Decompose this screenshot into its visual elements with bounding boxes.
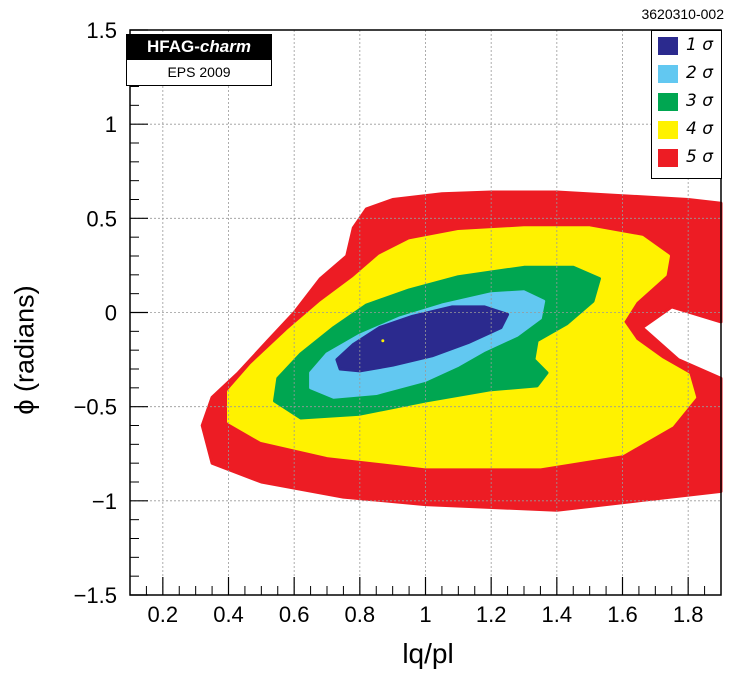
plot-frame [129, 29, 722, 596]
legend-label: 2 σ [686, 63, 713, 83]
y-tick-label: 0.5 [86, 206, 117, 231]
contour-sigma1 [335, 305, 510, 373]
legend-entry: 5 σ [658, 147, 720, 167]
badge-title: HFAG-charm [127, 35, 271, 60]
badge-subtitle: EPS 2009 [167, 64, 231, 80]
badge-title-main: HFAG- [147, 37, 200, 56]
y-tick-label: 1.5 [86, 18, 117, 43]
x-tick-label: 1.8 [673, 602, 704, 627]
legend-entry: 1 σ [658, 35, 720, 55]
x-tick-label: 0.4 [213, 602, 244, 627]
tick-labels: 0.2 0.4 0.6 0.8 1 1.2 1.4 1.6 1.8 1.5 1 0.5 0 −0.5 −1 −… [74, 18, 704, 627]
grid-lines [130, 30, 721, 595]
legend-swatch [658, 121, 678, 139]
y-tick-label: 0 [105, 301, 117, 326]
x-tick-label: 0.2 [148, 602, 179, 627]
legend-swatch [658, 37, 678, 55]
best-fit-point [381, 339, 385, 343]
x-tick-label: 1.2 [476, 602, 507, 627]
x-tick-label: 1.4 [542, 602, 573, 627]
x-tick-label: 1 [419, 602, 431, 627]
y-axis-label: ϕ (radians) [10, 250, 40, 450]
legend-label: 1 σ [686, 35, 713, 55]
figure-id: 3620310-002 [641, 6, 724, 22]
y-tick-label: 1 [105, 112, 117, 137]
legend-entry: 3 σ [658, 91, 720, 111]
legend-swatch [658, 65, 678, 83]
x-tick-label: 0.6 [279, 602, 310, 627]
y-axis-label-text: ϕ (radians) [9, 285, 40, 415]
x-tick-label: 1.6 [607, 602, 638, 627]
confidence-regions [200, 190, 723, 512]
y-tick-label: −0.5 [74, 395, 117, 420]
legend-label: 5 σ [686, 147, 713, 167]
badge-title-italic: charm [199, 37, 251, 56]
legend-swatch [658, 93, 678, 111]
legend-swatch [658, 149, 678, 167]
legend-label: 3 σ [686, 91, 713, 111]
hfag-badge: HFAG-charm EPS 2009 [126, 34, 272, 86]
legend-label: 4 σ [686, 119, 713, 139]
x-axis-label: lq/pl [402, 638, 454, 669]
legend: 1 σ 2 σ 3 σ 4 σ 5 σ [651, 30, 722, 179]
y-tick-label: −1.5 [74, 583, 117, 608]
legend-entry: 2 σ [658, 63, 720, 83]
axis-ticks [130, 29, 706, 596]
x-tick-label: 0.8 [345, 602, 376, 627]
legend-entry: 4 σ [658, 119, 720, 139]
y-tick-label: −1 [92, 489, 117, 514]
